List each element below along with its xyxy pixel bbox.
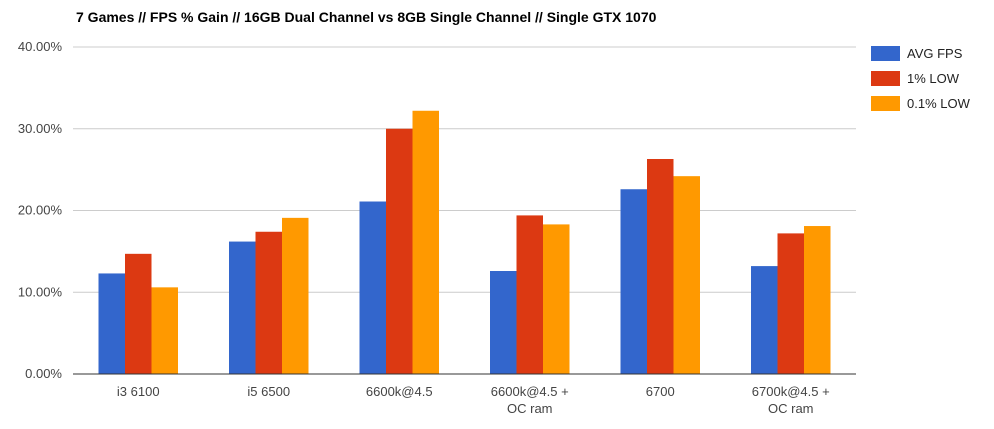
- bar-avg-fps: [620, 189, 647, 374]
- y-tick-label: 40.00%: [18, 39, 63, 54]
- chart-title: 7 Games // FPS % Gain // 16GB Dual Chann…: [76, 9, 657, 25]
- bar-avg-fps: [229, 241, 256, 374]
- x-tick-label: 6700: [646, 384, 675, 399]
- bar-1-low: [386, 128, 413, 374]
- bar-avg-fps: [751, 266, 778, 374]
- x-tick-label: 6600k@4.5: [366, 384, 433, 399]
- x-tick-label: i5 6500: [247, 384, 290, 399]
- legend-item: AVG FPS: [871, 46, 963, 61]
- bar-0-1-low: [543, 224, 570, 374]
- legend-swatch: [871, 96, 900, 111]
- bar-0-1-low: [151, 287, 178, 374]
- legend: AVG FPS 1% LOW 0.1% LOW: [871, 46, 971, 111]
- bar-avg-fps: [359, 201, 386, 374]
- y-tick-label: 0.00%: [25, 366, 62, 381]
- bar-avg-fps: [98, 273, 125, 374]
- y-axis: 0.00% 10.00% 20.00% 30.00% 40.00%: [18, 39, 63, 381]
- bars: [98, 110, 831, 374]
- bar-0-1-low: [804, 226, 831, 374]
- gridlines: [73, 46, 856, 375]
- x-tick-label: 6700k@4.5 +: [752, 384, 830, 399]
- bar-0-1-low: [412, 110, 439, 374]
- legend-swatch: [871, 46, 900, 61]
- y-tick-label: 20.00%: [18, 203, 63, 218]
- legend-item: 0.1% LOW: [871, 96, 971, 111]
- y-tick-label: 30.00%: [18, 121, 63, 136]
- bar-1-low: [125, 253, 152, 374]
- legend-swatch: [871, 71, 900, 86]
- bar-0-1-low: [282, 217, 309, 374]
- bar-1-low: [255, 231, 282, 374]
- legend-label: 1% LOW: [907, 71, 960, 86]
- bar-0-1-low: [673, 176, 700, 374]
- legend-label: AVG FPS: [907, 46, 963, 61]
- bar-1-low: [777, 233, 804, 374]
- x-axis: i3 6100 i5 6500 6600k@4.5 6600k@4.5 + OC ram…: [73, 373, 856, 416]
- y-tick-label: 10.00%: [18, 284, 63, 299]
- legend-label: 0.1% LOW: [907, 96, 971, 111]
- x-tick-label: OC ram: [768, 401, 814, 416]
- x-tick-label: OC ram: [507, 401, 553, 416]
- x-tick-label: 6600k@4.5 +: [491, 384, 569, 399]
- bar-1-low: [647, 158, 674, 374]
- bar-1-low: [516, 215, 543, 374]
- bar-avg-fps: [490, 270, 517, 374]
- legend-item: 1% LOW: [871, 71, 960, 86]
- x-tick-label: i3 6100: [117, 384, 160, 399]
